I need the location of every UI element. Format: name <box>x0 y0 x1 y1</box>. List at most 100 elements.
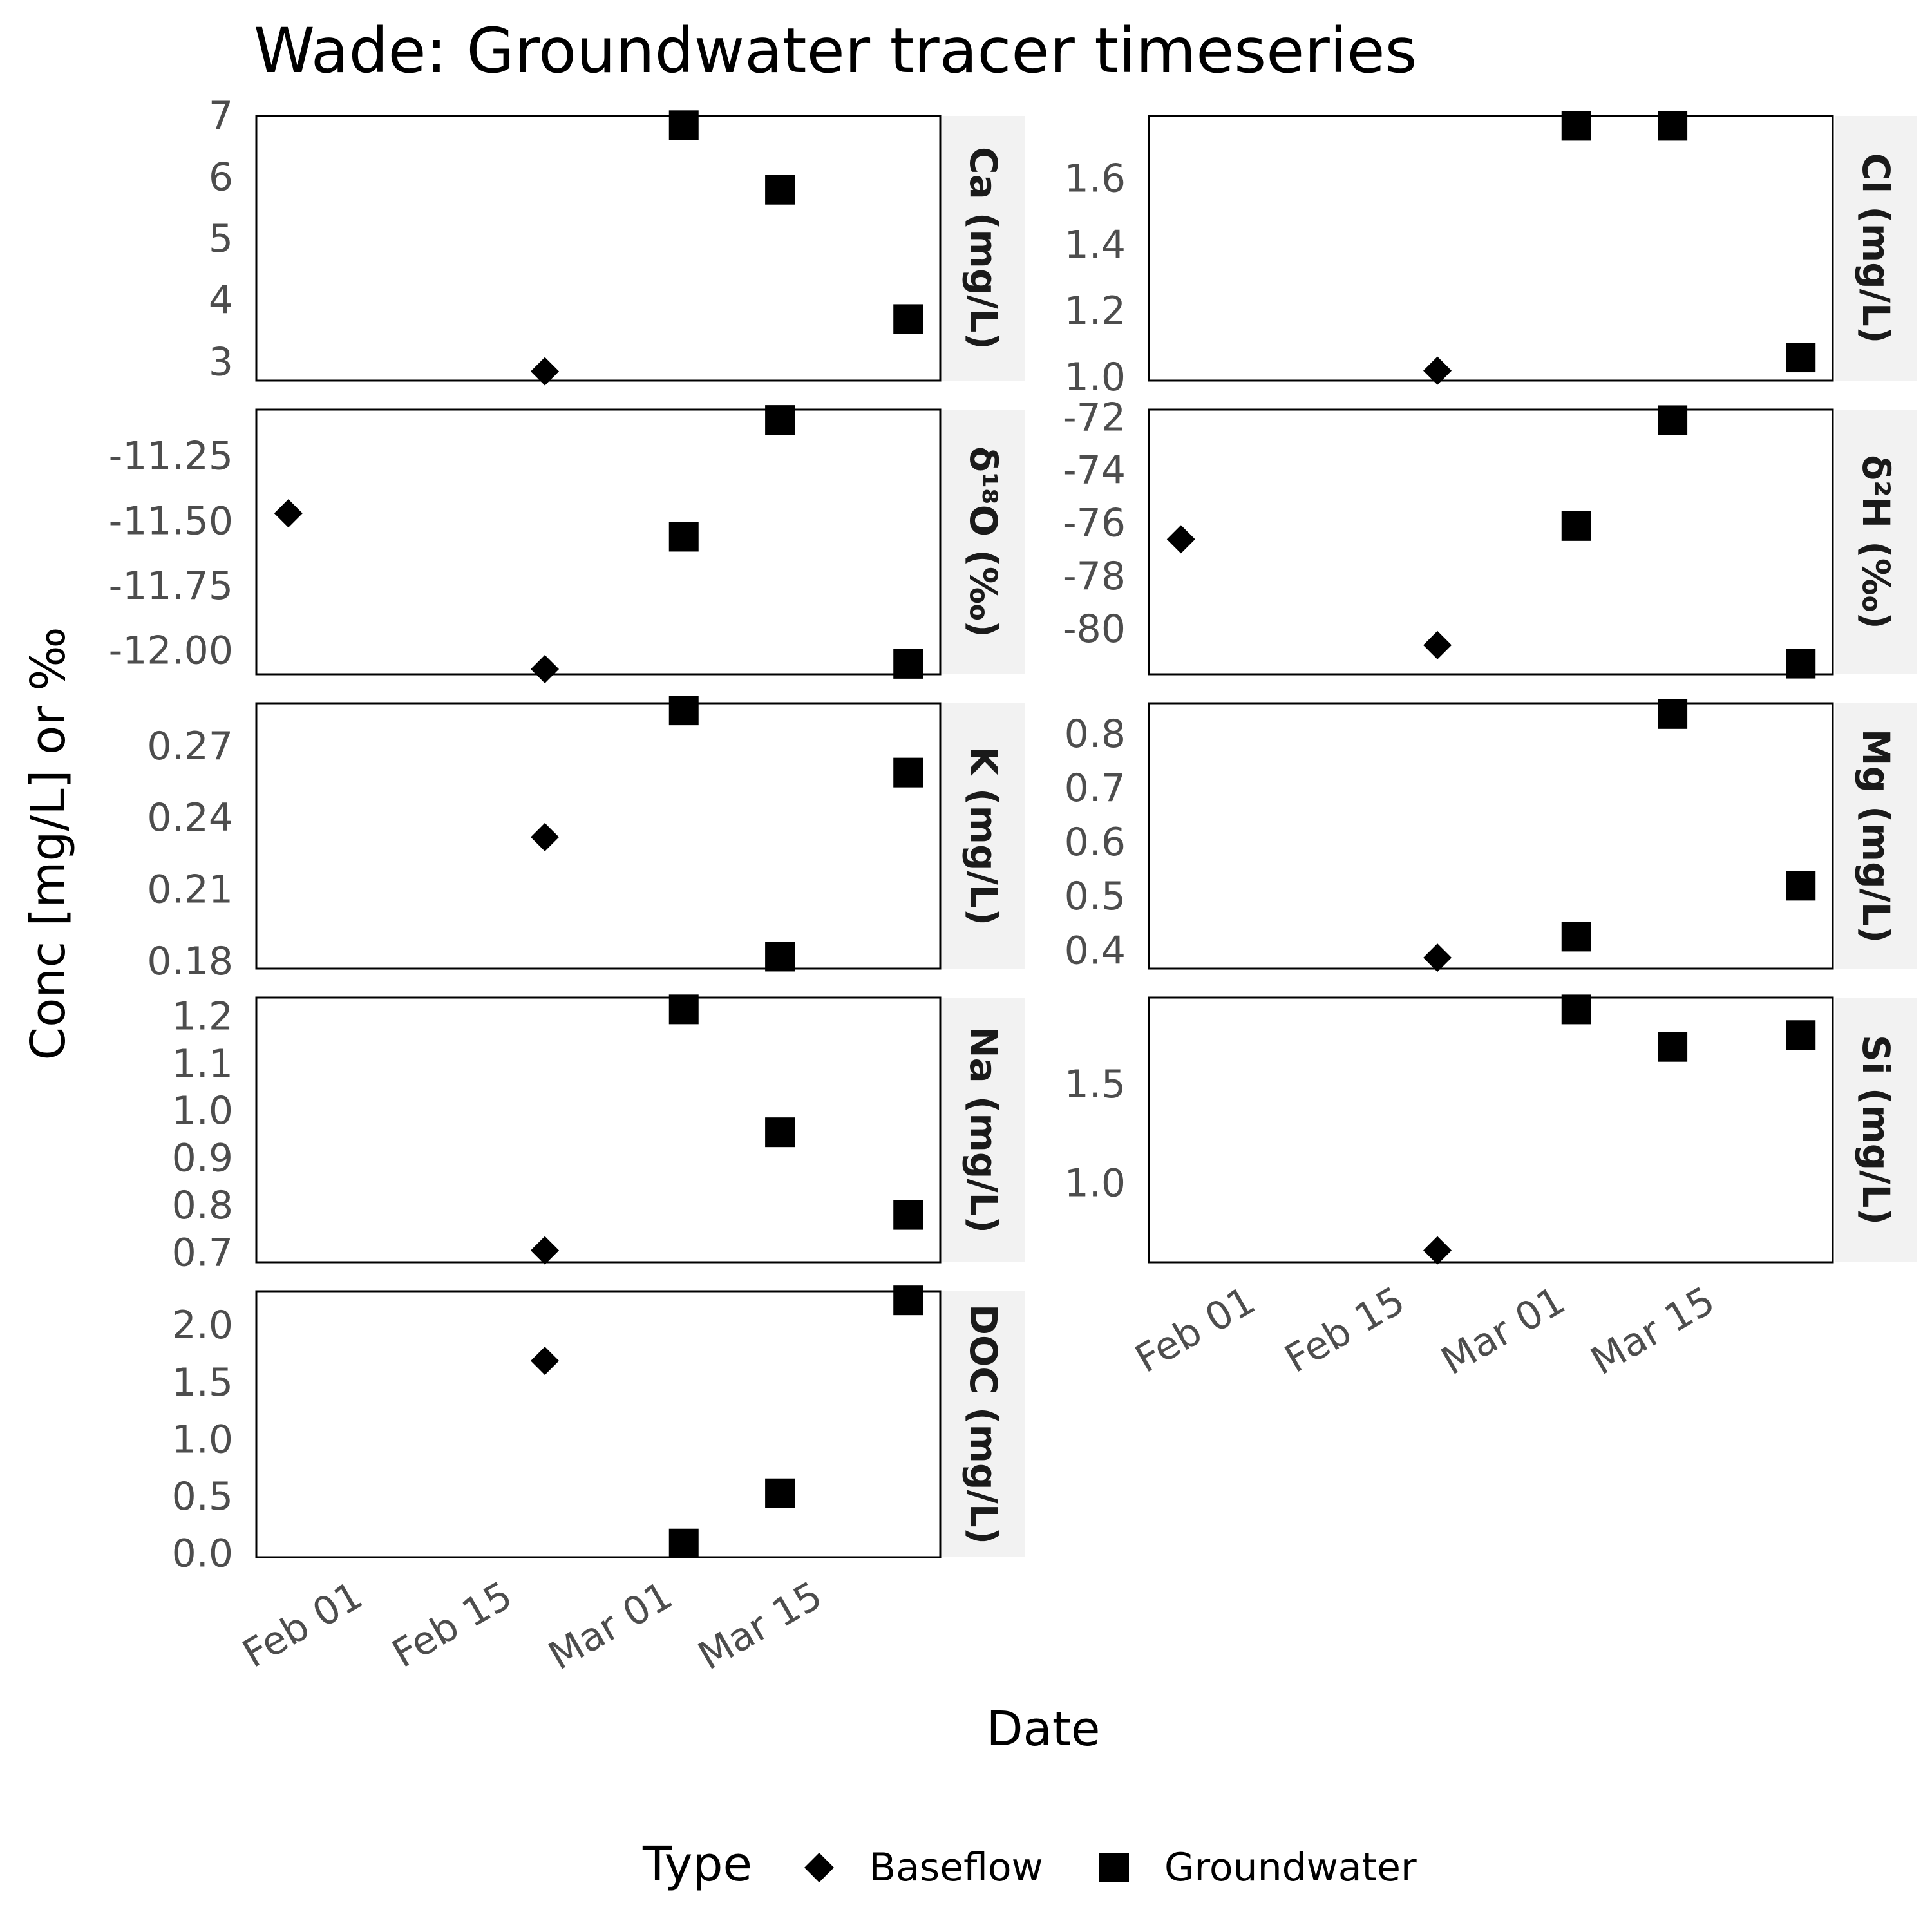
data-point-baseflow <box>1423 1236 1452 1265</box>
data-point-baseflow <box>274 499 303 528</box>
panel-na-mg-l: Na (mg/L) 0.70.80.91.01.11.2 <box>172 994 1025 1275</box>
chart-title: Wade: Groundwater tracer timeseries <box>254 15 1417 87</box>
x-tick-label: Mar 01 <box>1434 1278 1573 1384</box>
y-tick-label: 0.27 <box>147 724 233 769</box>
legend: Type Baseflow Groundwater <box>642 1837 1417 1892</box>
strip-background <box>942 410 1025 674</box>
strip-background <box>1835 116 1917 381</box>
y-tick-label: 7 <box>209 93 233 138</box>
panel-frame <box>255 702 942 970</box>
y-tick-label: -11.50 <box>109 498 233 544</box>
legend-label-groundwater: Groundwater <box>1164 1845 1417 1890</box>
strip-background <box>1835 998 1917 1262</box>
panels-group: Ca (mg/L) 3 4 5 6 7 Cl (mg/L) 1.0 1.2 1.4 1.6 δ¹⁸O … <box>109 93 1917 1577</box>
strip-label: δ²H (‰) <box>1854 455 1898 629</box>
y-tick-label: 0.8 <box>172 1183 233 1228</box>
strip-label: DOC (mg/L) <box>961 1304 1005 1544</box>
data-point-groundwater <box>1658 111 1688 141</box>
data-point-groundwater <box>765 1478 795 1508</box>
panel-frame <box>255 1290 942 1558</box>
y-tick-label: -12.00 <box>109 629 233 674</box>
y-tick-label: 1.2 <box>172 994 233 1039</box>
panel-frame <box>255 996 942 1264</box>
panel-frame <box>1148 702 1834 970</box>
strip-label: Na (mg/L) <box>961 1027 1005 1233</box>
data-point-groundwater <box>1786 343 1816 373</box>
data-point-groundwater <box>893 757 923 788</box>
y-tick-label: 0.5 <box>1065 874 1126 919</box>
x-tick-label: Feb 01 <box>235 1573 370 1676</box>
y-tick-label: -80 <box>1063 607 1126 652</box>
y-tick-label: 1.5 <box>1065 1062 1126 1107</box>
data-point-groundwater <box>668 1528 699 1558</box>
panel-frame <box>255 408 942 676</box>
strip-label: Mg (mg/L) <box>1854 729 1898 943</box>
y-tick-label: 0.6 <box>1065 820 1126 865</box>
legend-label-baseflow: Baseflow <box>869 1845 1043 1890</box>
legend-title: Type <box>642 1837 752 1892</box>
data-point-groundwater <box>765 942 795 972</box>
data-point-groundwater <box>668 696 699 726</box>
y-tick-label: 0.4 <box>1065 928 1126 973</box>
x-tick-label: Feb 01 <box>1128 1278 1263 1381</box>
strip-background <box>942 998 1025 1262</box>
y-tick-label: 5 <box>209 216 233 261</box>
panel-h: δ²H (‰) -80 -78 -76 -74 -72 <box>1063 395 1917 679</box>
panel-cl-mg-l: Cl (mg/L) 1.0 1.2 1.4 1.6 <box>1065 111 1917 400</box>
data-point-groundwater <box>765 1117 795 1148</box>
strip-label: Si (mg/L) <box>1854 1035 1898 1225</box>
data-point-baseflow <box>531 654 560 683</box>
panel-frame <box>1148 996 1834 1264</box>
x-tick-label: Feb 15 <box>385 1573 520 1676</box>
data-point-groundwater <box>1658 699 1688 729</box>
y-tick-label: 4 <box>209 278 233 323</box>
data-point-groundwater <box>1658 1032 1688 1062</box>
y-tick-label: 0.7 <box>1065 766 1126 811</box>
panel-doc-mg-l: DOC (mg/L) 0.0 0.5 1.0 1.5 2.0 <box>172 1285 1025 1577</box>
y-tick-label: 2.0 <box>172 1303 233 1348</box>
y-tick-label: 1.0 <box>1065 355 1126 400</box>
legend-marker-groundwater <box>1099 1853 1129 1882</box>
strip-label: Ca (mg/L) <box>961 147 1005 350</box>
data-point-groundwater <box>1561 511 1591 541</box>
y-tick-label: 1.0 <box>172 1417 233 1462</box>
data-point-groundwater <box>893 304 923 334</box>
data-point-groundwater <box>668 110 699 140</box>
x-axis-title: Date <box>987 1701 1101 1757</box>
y-tick-label: 0.9 <box>172 1136 233 1181</box>
panel-mg-mg-l: Mg (mg/L) 0.4 0.5 0.6 0.7 0.8 <box>1065 699 1917 973</box>
data-point-baseflow <box>531 1347 560 1376</box>
panel-si-mg-l: Si (mg/L) 1.0 1.5 <box>1065 994 1917 1265</box>
data-point-baseflow <box>1423 943 1452 972</box>
y-tick-label: 1.6 <box>1065 156 1126 202</box>
y-tick-label: -11.25 <box>109 434 233 479</box>
data-point-groundwater <box>893 1200 923 1230</box>
data-point-baseflow <box>1166 525 1195 554</box>
y-axis-title: Conc [mg/L] or ‰ <box>21 627 76 1060</box>
y-tick-label: 1.4 <box>1065 222 1126 267</box>
data-point-groundwater <box>765 175 795 205</box>
y-tick-label: 1.2 <box>1065 289 1126 334</box>
data-point-groundwater <box>765 405 795 435</box>
data-point-groundwater <box>1786 649 1816 679</box>
strip-background <box>1835 703 1917 969</box>
panel-frame <box>1148 408 1834 676</box>
panel-k-mg-l: K (mg/L) 0.18 0.21 0.24 0.27 <box>147 696 1025 984</box>
data-point-groundwater <box>1561 111 1591 141</box>
y-tick-label: 0.18 <box>147 939 233 984</box>
data-point-baseflow <box>1423 356 1452 385</box>
legend-marker-baseflow <box>804 1853 834 1882</box>
data-point-groundwater <box>893 1285 923 1316</box>
data-point-baseflow <box>531 822 560 851</box>
legend-entries: Baseflow Groundwater <box>804 1845 1417 1890</box>
data-point-groundwater <box>668 994 699 1025</box>
y-tick-label: 0.7 <box>172 1230 233 1275</box>
x-tick-label: Feb 15 <box>1278 1278 1413 1381</box>
data-point-groundwater <box>1786 1020 1816 1050</box>
data-point-baseflow <box>531 1236 560 1265</box>
data-point-groundwater <box>893 649 923 679</box>
data-point-baseflow <box>1423 630 1452 659</box>
data-point-groundwater <box>1786 871 1816 901</box>
panel-o: δ¹⁸O (‰) -12.00 -11.75 -11.50 -11.25 <box>109 405 1025 683</box>
